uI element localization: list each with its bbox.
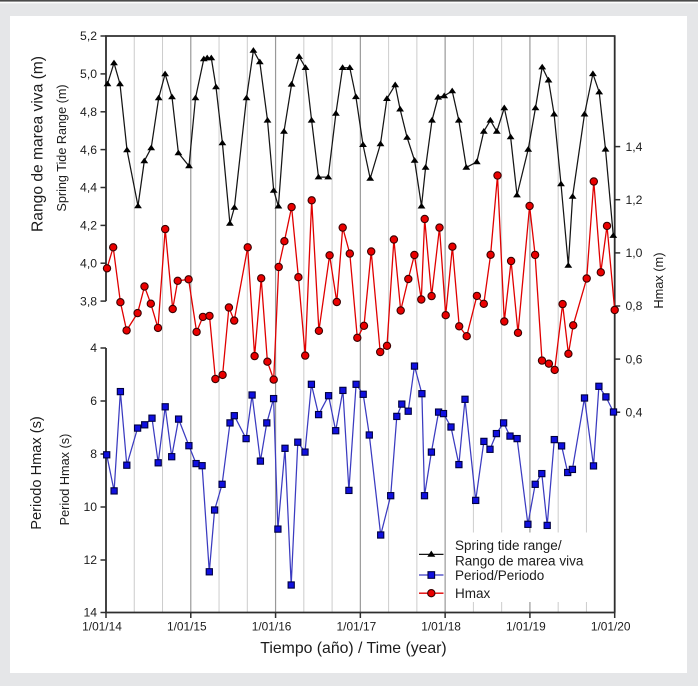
svg-text:Hmax (m): Hmax (m) [651,253,666,309]
svg-text:0,4: 0,4 [626,405,643,419]
svg-text:14: 14 [83,606,97,620]
svg-text:10: 10 [83,500,97,514]
svg-text:1/01/15: 1/01/15 [167,620,207,634]
svg-text:5,2: 5,2 [80,29,97,43]
svg-text:3,8: 3,8 [80,294,97,308]
svg-text:4,6: 4,6 [80,143,97,157]
svg-text:Hmax: Hmax [455,586,491,601]
svg-text:6: 6 [90,394,97,408]
svg-text:1/01/20: 1/01/20 [591,620,631,634]
svg-text:1,4: 1,4 [626,140,643,154]
svg-text:Spring Tide Range (m): Spring Tide Range (m) [55,84,69,211]
svg-text:4,8: 4,8 [80,105,97,119]
svg-text:8: 8 [90,447,97,461]
svg-text:Periodo Hmax (s): Periodo Hmax (s) [29,416,45,530]
svg-text:1,0: 1,0 [626,246,643,260]
svg-text:Tiempo (año) / Time (year): Tiempo (año) / Time (year) [260,640,446,657]
svg-text:Period Hmax (s): Period Hmax (s) [58,434,72,526]
svg-text:Period/Periodo: Period/Periodo [455,568,544,583]
svg-text:Rango de marea viva: Rango de marea viva [455,554,584,569]
svg-text:Rango de marea viva (m): Rango de marea viva (m) [29,56,46,232]
svg-text:1/01/17: 1/01/17 [337,620,377,634]
svg-text:0,8: 0,8 [626,299,643,313]
svg-text:4,0: 4,0 [80,256,97,270]
svg-text:Spring tide range/: Spring tide range/ [455,538,562,553]
svg-text:1/01/16: 1/01/16 [252,620,292,634]
svg-text:1/01/18: 1/01/18 [421,620,461,634]
svg-text:5,0: 5,0 [80,67,97,81]
svg-text:12: 12 [83,553,97,567]
svg-text:4: 4 [90,341,97,355]
svg-text:4,2: 4,2 [80,219,97,233]
svg-text:0,6: 0,6 [626,352,643,366]
svg-text:1/01/19: 1/01/19 [506,620,546,634]
svg-text:1,2: 1,2 [626,193,643,207]
svg-text:1/01/14: 1/01/14 [82,620,122,634]
svg-text:4,4: 4,4 [80,181,97,195]
